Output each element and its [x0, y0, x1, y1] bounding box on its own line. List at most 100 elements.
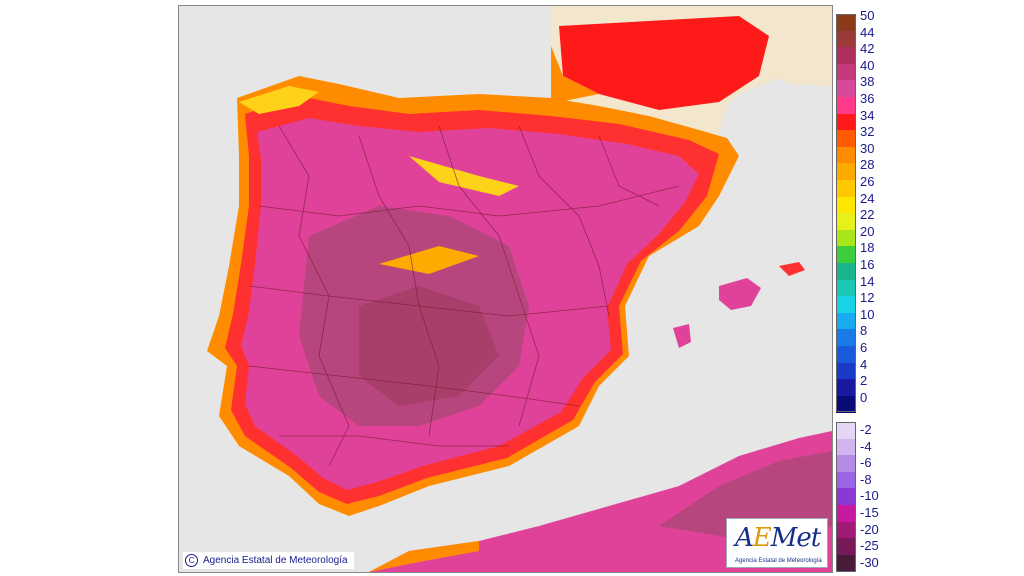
legend-label: 26 — [860, 174, 875, 189]
legend-label: 24 — [860, 190, 875, 206]
legend-item: 22 — [836, 208, 884, 231]
legend-swatch — [836, 422, 856, 440]
legend-label: 0 — [860, 389, 868, 405]
legend-item: 26 — [836, 175, 884, 198]
legend-swatch — [836, 263, 856, 281]
legend-item: 32 — [836, 125, 884, 148]
legend-label: 42 — [860, 41, 875, 57]
legend-item: 36 — [836, 92, 884, 115]
legend-item: 10 — [836, 308, 884, 330]
legend-swatch — [836, 521, 856, 539]
legend-swatch — [836, 554, 856, 572]
legend-item: 44 — [836, 26, 884, 48]
legend-swatch — [836, 63, 856, 81]
iberia-map-graphic — [207, 6, 832, 572]
copyright-text: Agencia Estatal de Meteorología — [203, 555, 348, 566]
legend-swatch — [836, 312, 856, 330]
legend-item: -20 — [836, 521, 884, 539]
legend-label: 44 — [860, 24, 875, 40]
legend-swatch — [836, 130, 856, 148]
legend-swatch — [836, 488, 856, 506]
legend-swatch — [836, 395, 856, 413]
legend-swatch — [836, 97, 856, 115]
legend-item: 12 — [836, 291, 884, 314]
legend-swatch — [836, 80, 856, 98]
legend-item: 40 — [836, 59, 884, 81]
legend-swatch — [836, 14, 856, 32]
legend-swatch — [836, 229, 856, 247]
legend-label: 32 — [860, 124, 875, 140]
legend-label: 14 — [860, 273, 875, 289]
legend-item: 38 — [836, 75, 884, 98]
iberian-peninsula — [207, 76, 739, 516]
legend-label: 18 — [860, 240, 875, 256]
legend-label: 10 — [860, 306, 875, 322]
legend-swatch — [836, 346, 856, 364]
legend-swatch — [836, 471, 856, 489]
legend-swatch — [836, 438, 856, 456]
legend-item: 50 — [836, 9, 884, 32]
legend-swatch — [836, 379, 856, 397]
legend-swatch — [836, 279, 856, 297]
legend-swatch — [836, 213, 856, 231]
legend-swatch — [836, 455, 856, 473]
province-borders — [248, 125, 680, 467]
legend-item: 18 — [836, 241, 884, 264]
legend-swatch — [836, 296, 856, 314]
legend-swatch — [836, 30, 856, 48]
legend-swatch — [836, 246, 856, 264]
legend-item: 8 — [836, 324, 884, 347]
legend-swatch — [836, 113, 856, 131]
legend-item: 20 — [836, 225, 884, 247]
legend-item: -6 — [836, 455, 884, 473]
legend-label: -6 — [860, 455, 872, 471]
legend-label: -20 — [860, 521, 879, 537]
legend-swatch — [836, 47, 856, 65]
logo-wordmark: AEMet — [735, 523, 821, 553]
legend-item: 30 — [836, 142, 884, 164]
temperature-map: C Agencia Estatal de Meteorología AEMet … — [178, 5, 833, 573]
copyright-notice: C Agencia Estatal de Meteorología — [183, 552, 354, 569]
legend-item: 28 — [836, 158, 884, 181]
legend-item: -4 — [836, 438, 884, 456]
legend-swatch — [836, 163, 856, 181]
legend-label: -10 — [860, 488, 879, 504]
legend-label: -4 — [860, 438, 872, 454]
legend-label: 50 — [860, 8, 875, 23]
legend-item: 2 — [836, 374, 884, 397]
legend-label: -30 — [860, 554, 879, 570]
legend-label: -15 — [860, 505, 879, 520]
legend-label: 2 — [860, 373, 868, 389]
legend-label: 20 — [860, 223, 875, 239]
balearic-islands — [673, 262, 805, 348]
legend-item: -30 — [836, 554, 884, 572]
legend-label: 28 — [860, 157, 875, 173]
pyrenees-hot-zone — [559, 16, 769, 110]
legend-label: 12 — [860, 290, 875, 306]
legend-label: -25 — [860, 538, 879, 554]
legend-label: -2 — [860, 422, 872, 437]
legend-item: 16 — [836, 258, 884, 281]
legend-item: -15 — [836, 505, 884, 523]
legend-item: 0 — [836, 391, 884, 413]
legend-swatch — [836, 196, 856, 214]
legend-swatch — [836, 362, 856, 380]
legend-item: -2 — [836, 422, 884, 440]
legend-item: 4 — [836, 358, 884, 380]
legend-swatch — [836, 180, 856, 198]
logo-subtitle: Agencia Estatal de Meteorología — [735, 558, 822, 564]
legend-item: -25 — [836, 538, 884, 556]
aemet-logo: AEMet Agencia Estatal de Meteorología — [726, 518, 828, 568]
legend-swatch — [836, 146, 856, 164]
legend-label: 6 — [860, 340, 868, 355]
legend-item: 6 — [836, 341, 884, 364]
copyright-icon: C — [185, 554, 198, 567]
legend-item: 14 — [836, 275, 884, 297]
legend-label: 36 — [860, 91, 875, 106]
north-africa-landmass — [369, 431, 832, 572]
legend-label: 4 — [860, 356, 868, 372]
legend-label: 38 — [860, 74, 875, 90]
legend-swatch — [836, 538, 856, 556]
legend-label: 22 — [860, 207, 875, 223]
legend-swatch — [836, 329, 856, 347]
